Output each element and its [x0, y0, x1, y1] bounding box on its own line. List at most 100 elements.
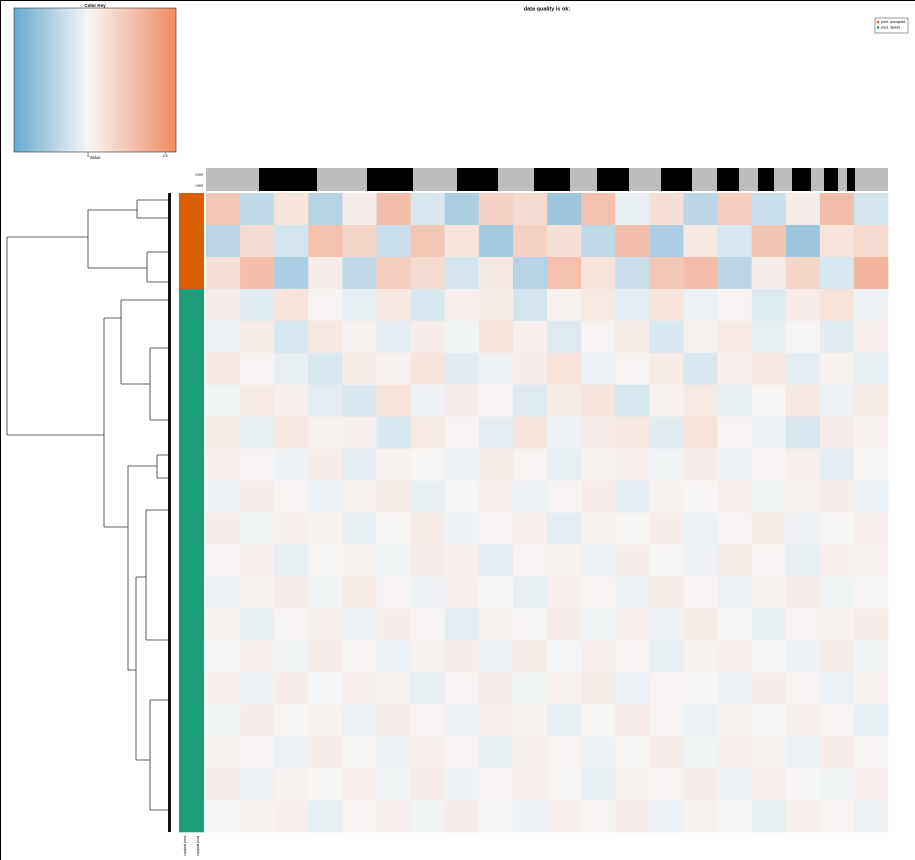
group-cell [179, 736, 204, 769]
dendrogram-leaves [168, 193, 171, 832]
legend-box [874, 17, 909, 34]
heatmap-cell [547, 704, 582, 737]
heatmap-cell [240, 193, 275, 226]
heatmap-cell [785, 512, 821, 545]
heatmap-cell [751, 256, 786, 290]
heatmap-cell [444, 193, 480, 226]
heatmap-cell [785, 576, 821, 609]
heatmap-cell [444, 736, 480, 769]
heatmap-cell [819, 640, 855, 673]
heatmap-cell [478, 800, 514, 833]
heatmap-cell [342, 224, 377, 258]
heatmap-cell [547, 544, 582, 577]
heatmap-cell [512, 704, 548, 737]
heatmap-cell [512, 512, 548, 545]
heatmap-cell [478, 768, 514, 801]
heatmap-cell [547, 480, 582, 513]
heatmap-cell [342, 320, 377, 354]
heatmap-cell [819, 800, 855, 833]
heatmap-cell [819, 672, 855, 705]
heatmap-cell [785, 352, 821, 385]
heatmap-cell [308, 672, 343, 705]
heatmap-cell [547, 736, 582, 769]
heatmap-cell [512, 416, 548, 449]
heatmap-cell [444, 704, 480, 737]
chr-block [457, 168, 498, 191]
heatmap-cell [547, 416, 582, 449]
heatmap-cell [444, 768, 480, 801]
group-cell [179, 576, 204, 609]
heatmap-cell [581, 672, 616, 705]
heatmap-cell [785, 736, 821, 769]
heatmap-cell [274, 544, 309, 577]
heatmap-cell [683, 352, 718, 385]
heatmap-cell [819, 512, 855, 545]
heatmap-cell [410, 544, 445, 577]
heatmap-cell [342, 416, 377, 449]
heatmap-cell [581, 224, 616, 258]
heatmap-cell [615, 576, 650, 609]
heatmap-cell [819, 256, 855, 290]
color-key-title: Color Key [84, 3, 106, 8]
heatmap-cell [206, 480, 241, 513]
legend-swatch [876, 20, 880, 24]
heatmap-cell [615, 480, 650, 513]
heatmap-cell [853, 544, 889, 577]
heatmap-cell [274, 224, 309, 258]
heatmap-cell [717, 352, 752, 385]
heatmap-cell [683, 224, 718, 258]
heatmap-cell [342, 736, 377, 769]
heatmap-cell [683, 800, 718, 833]
heatmap-cell [376, 193, 411, 226]
heatmap-cell [240, 640, 275, 673]
heatmap-cell [512, 544, 548, 577]
heatmap-cell [751, 288, 786, 322]
heatmap-cell [819, 416, 855, 449]
heatmap-cell [649, 384, 684, 417]
heatmap-cell [342, 768, 377, 801]
heatmap-cell [615, 448, 650, 481]
group-cell [179, 320, 204, 354]
legend-label: pred. aneuploid [881, 20, 905, 24]
heatmap-cell [853, 320, 889, 354]
heatmap-cell [751, 704, 786, 737]
heatmap-cell [819, 224, 855, 258]
heatmap-cell [342, 512, 377, 545]
heatmap-cell [376, 736, 411, 769]
heatmap-cell [649, 576, 684, 609]
row-label: CHR [195, 184, 203, 188]
heatmap-cell [410, 704, 445, 737]
heatmap-cell [478, 576, 514, 609]
heatmap-cell [547, 672, 582, 705]
heatmap-cell [751, 672, 786, 705]
heatmap-cell [751, 736, 786, 769]
heatmap-cell [717, 448, 752, 481]
heatmap-cell [717, 384, 752, 417]
heatmap-cell [444, 416, 480, 449]
heatmap-cell [717, 704, 752, 737]
heatmap-cell [649, 800, 684, 833]
heatmap-cell [649, 672, 684, 705]
heatmap-cell [240, 704, 275, 737]
heatmap-cell [376, 800, 411, 833]
heatmap-cell [819, 288, 855, 322]
heatmap-cell [751, 384, 786, 417]
group-cell [179, 480, 204, 513]
heatmap-cell [649, 224, 684, 258]
group-cell [179, 608, 204, 641]
heatmap-cell [512, 480, 548, 513]
heatmap-cell [785, 640, 821, 673]
heatmap-cell [206, 448, 241, 481]
heatmap-cell [206, 384, 241, 417]
heatmap-cell [206, 672, 241, 705]
heatmap-cell [717, 800, 752, 833]
heatmap-cell [308, 224, 343, 258]
heatmap-cell [342, 352, 377, 385]
color-key-label: Value [89, 155, 101, 160]
heatmap-cell [206, 608, 241, 641]
heatmap-cell [478, 544, 514, 577]
heatmap-cell [581, 288, 616, 322]
heatmap-cell [819, 352, 855, 385]
heatmap-cell [853, 640, 889, 673]
heatmap-cell [649, 352, 684, 385]
